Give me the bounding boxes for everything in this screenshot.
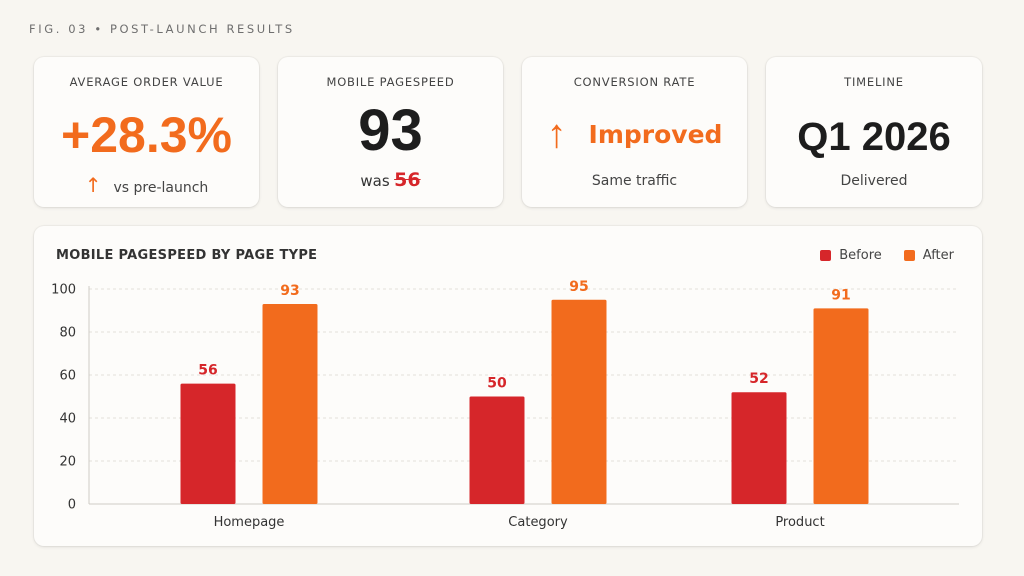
- data-label: 91: [831, 287, 850, 303]
- chart-legend: Before After: [820, 248, 954, 263]
- data-label: 93: [280, 283, 299, 299]
- y-tick-label: 60: [59, 369, 76, 384]
- chart-card: MOBILE PAGESPEED BY PAGE TYPE Before Aft…: [34, 226, 982, 546]
- bar-after-category: [551, 299, 607, 504]
- kpi-card-mobile-pagespeed: MOBILE PAGESPEED 93 was 56: [278, 57, 503, 207]
- kpi-value-row: ↑ Improved: [522, 109, 747, 159]
- data-label: 95: [569, 279, 588, 295]
- kpi-value: 93: [358, 98, 423, 163]
- y-tick-label: 20: [59, 455, 76, 470]
- previous-value: 56: [394, 169, 421, 191]
- x-tick-label: Product: [775, 515, 824, 530]
- kpi-subtext: vs pre-launch: [113, 180, 209, 196]
- kpi-card-timeline: TIMELINE Q1 2026 Delivered: [766, 57, 982, 207]
- kpi-subtext: Same traffic: [591, 173, 678, 189]
- kpi-subtext-row: ↑ vs pre-launch: [34, 173, 259, 197]
- x-tick-label: Category: [508, 515, 568, 530]
- bar-after-product: [813, 308, 869, 504]
- data-label: 56: [198, 363, 217, 379]
- bar-before-category: [469, 396, 525, 504]
- chart-title: MOBILE PAGESPEED BY PAGE TYPE: [56, 248, 318, 263]
- kpi-subtext: Delivered: [840, 173, 908, 189]
- kpi-label: AVERAGE ORDER VALUE: [69, 75, 224, 89]
- y-tick-label: 100: [51, 283, 76, 298]
- kpi-card-average-order-value: AVERAGE ORDER VALUE +28.3% ↑ vs pre-launc…: [34, 57, 259, 207]
- legend-swatch-after: [903, 250, 915, 261]
- kpi-value: +28.3%: [61, 107, 232, 163]
- was-label: was: [360, 172, 390, 190]
- y-tick-label: 80: [59, 326, 76, 341]
- legend-swatch-before: [820, 250, 832, 261]
- y-tick-label: 0: [68, 498, 76, 513]
- x-tick-label: Homepage: [214, 515, 285, 530]
- kpi-value: Improved: [588, 119, 723, 149]
- data-label: 50: [487, 376, 507, 392]
- legend-item-before: Before: [820, 248, 882, 263]
- kpi-label: TIMELINE: [844, 75, 904, 89]
- data-label: 52: [749, 371, 768, 387]
- figure-label: FIG. 03 • POST-LAUNCH RESULTS: [29, 22, 295, 36]
- kpi-label: CONVERSION RATE: [573, 75, 696, 89]
- kpi-was-row: was 56: [278, 169, 503, 191]
- kpi-value: Q1 2026: [797, 115, 951, 159]
- kpi-card-conversion-rate: CONVERSION RATE ↑ Improved Same traffic: [522, 57, 747, 207]
- bar-before-homepage: [180, 383, 236, 504]
- bar-before-product: [731, 392, 787, 504]
- y-tick-label: 40: [59, 412, 76, 427]
- arrow-up-icon: ↑: [84, 173, 102, 197]
- bar-chart: 0 20 40 60 80 100 56 93 Homepage 50 95 Category 52 91…: [51, 279, 959, 530]
- kpi-label: MOBILE PAGESPEED: [326, 75, 455, 89]
- legend-label-after: After: [922, 248, 954, 263]
- bar-after-homepage: [262, 304, 318, 504]
- arrow-up-icon: ↑: [546, 112, 567, 156]
- legend-label-before: Before: [839, 248, 882, 263]
- legend-item-after: After: [903, 248, 954, 263]
